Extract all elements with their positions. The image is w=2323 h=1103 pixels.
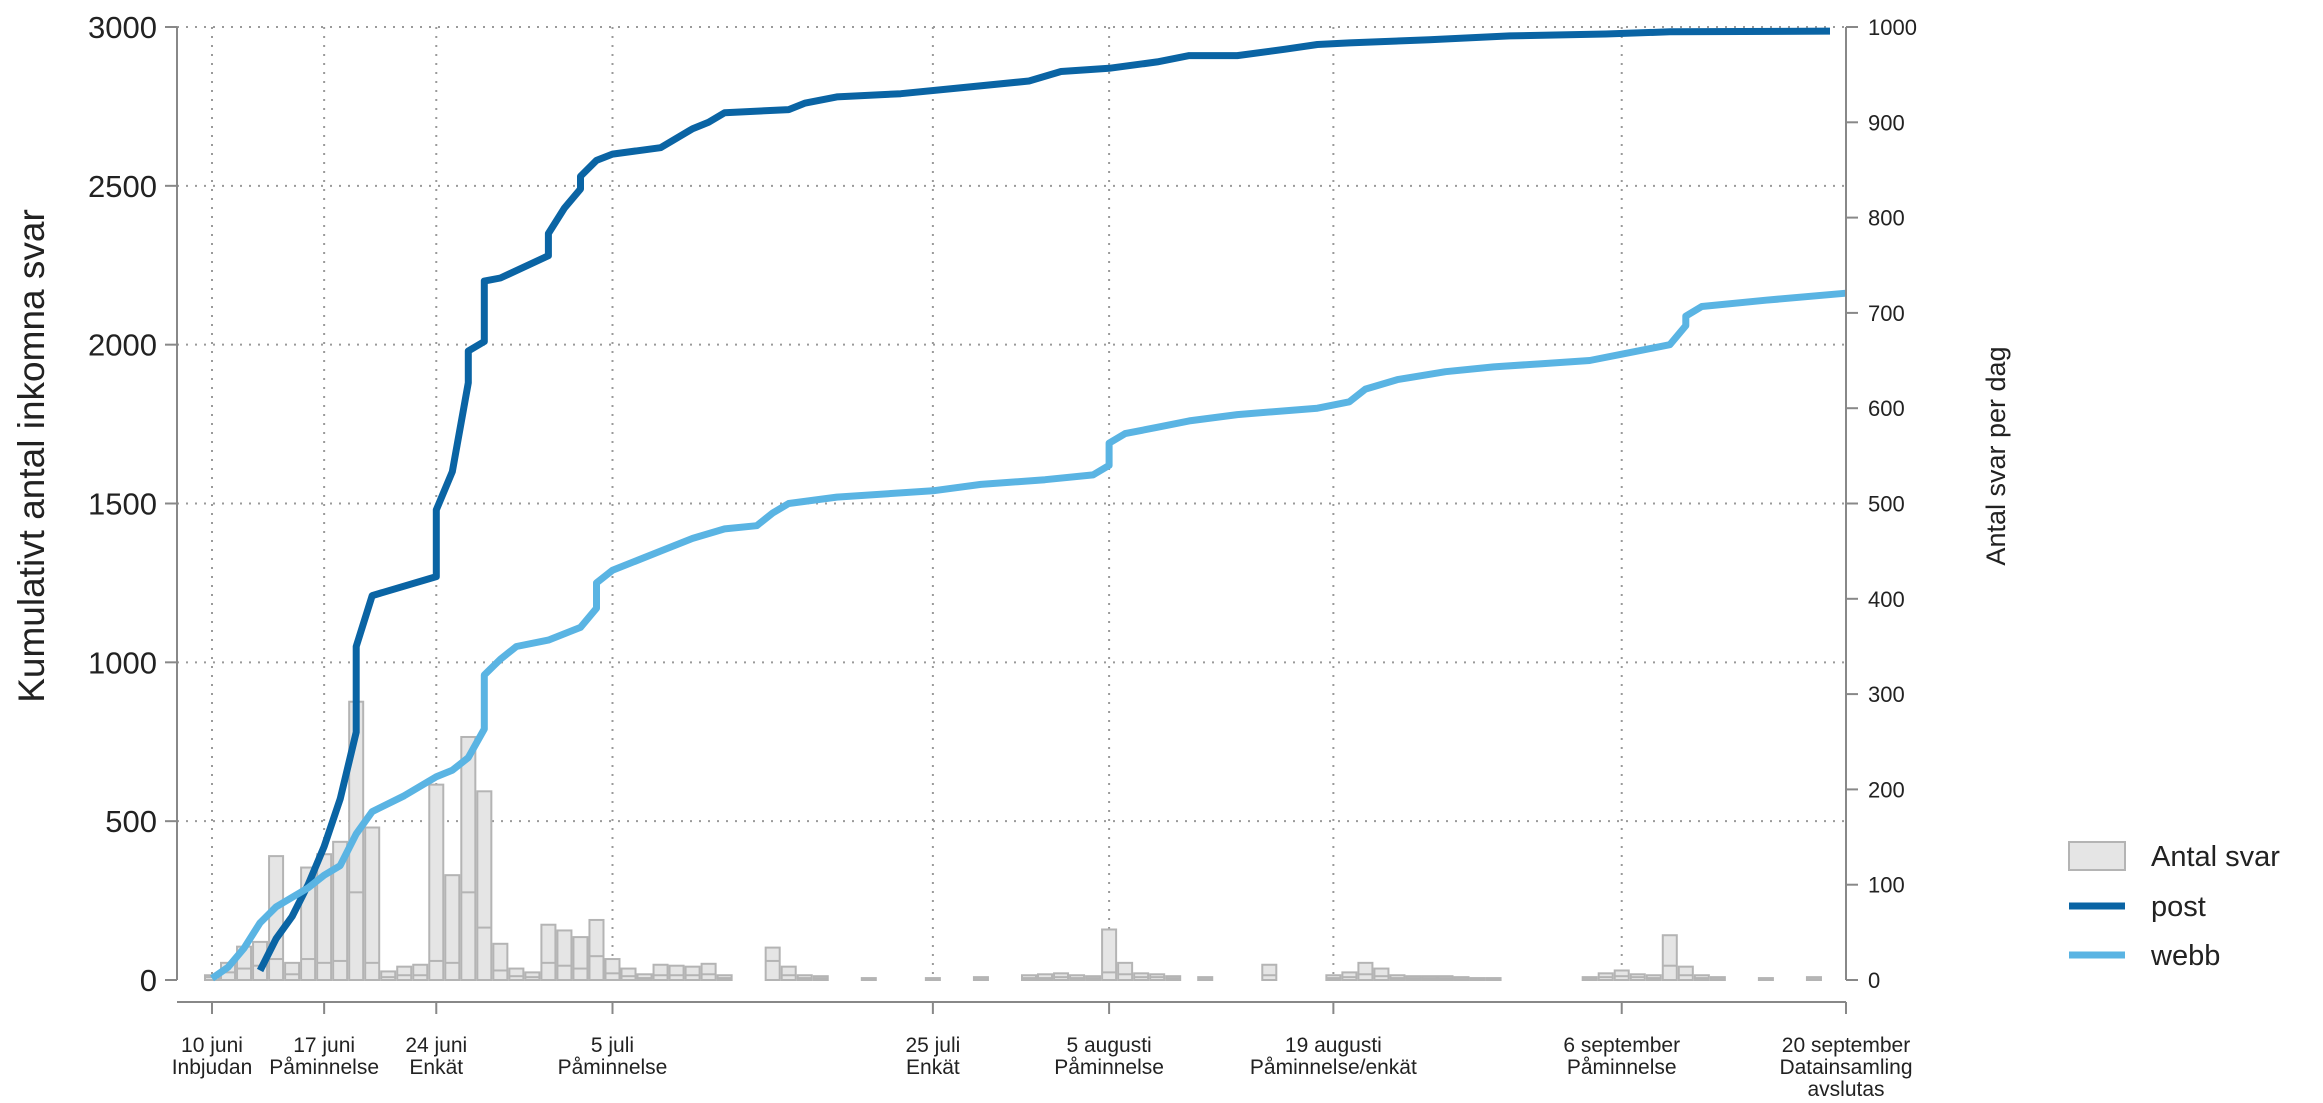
daily-bar [540, 923, 557, 982]
daily-bar [780, 965, 797, 982]
x-tick-label: 24 juni [405, 1034, 467, 1057]
daily-bar [1101, 928, 1118, 982]
x-tick-label: Inbjudan [172, 1056, 253, 1079]
x-tick-label: 17 juni [293, 1034, 355, 1057]
x-tick-label: 5 juli [591, 1034, 634, 1057]
daily-bar [460, 735, 477, 981]
left-tick-label: 2000 [88, 328, 157, 363]
x-tick-label: Datainsamling [1779, 1056, 1912, 1079]
left-axis-label: Kumulativt antal inkomna svar [11, 209, 52, 703]
daily-bar [1373, 967, 1390, 982]
left-tick-label: 1500 [88, 487, 157, 522]
right-tick-label: 300 [1868, 682, 1905, 707]
daily-bar [620, 967, 637, 982]
legend-label-antal-svar: Antal svar [2151, 841, 2280, 873]
daily-bar [588, 918, 605, 981]
daily-bar [1261, 963, 1278, 982]
daily-bars [203, 700, 1822, 982]
x-tick-label: 20 september [1782, 1034, 1910, 1057]
daily-bar [700, 962, 717, 982]
daily-bar [508, 967, 525, 982]
legend: Antal svar post webb [2068, 841, 2280, 972]
daily-bar [380, 970, 397, 981]
daily-bar [652, 963, 669, 982]
daily-bar [492, 942, 509, 982]
x-tick-label: Enkät [409, 1056, 463, 1079]
daily-bar [1661, 934, 1678, 981]
x-tick-label: 19 augusti [1285, 1034, 1382, 1057]
left-tick-label: 1000 [88, 645, 157, 680]
x-tick-label: Påminnelse/enkät [1250, 1056, 1417, 1079]
x-tick-label: Påminnelse [269, 1056, 379, 1079]
right-tick-label: 700 [1868, 301, 1905, 326]
x-tick-label: 6 september [1563, 1034, 1680, 1057]
daily-bar [332, 840, 349, 981]
daily-bar [412, 963, 429, 982]
left-tick-label: 0 [140, 963, 157, 998]
x-tick-label: Påminnelse [1567, 1056, 1677, 1079]
left-tick-label: 3000 [88, 10, 157, 45]
series-line-webb [210, 289, 1847, 982]
daily-bar [428, 783, 445, 982]
daily-bar [572, 936, 589, 981]
right-axis-label: Antal svar per dag [1981, 346, 2011, 565]
right-tick-label: 900 [1868, 110, 1905, 135]
x-tick-label: 25 juli [905, 1034, 960, 1057]
grid [177, 26, 1847, 980]
right-tick-label: 100 [1868, 873, 1905, 898]
daily-bar [284, 961, 301, 982]
right-tick-label: 600 [1868, 396, 1905, 421]
daily-bar [444, 874, 461, 981]
x-tick-label: 5 augusti [1066, 1034, 1151, 1057]
daily-bar [1357, 961, 1374, 982]
right-tick-label: 200 [1868, 777, 1905, 802]
right-tick-label: 0 [1868, 968, 1880, 993]
legend-label-webb: webb [2150, 940, 2220, 972]
daily-bar [364, 826, 381, 982]
daily-bar [1117, 961, 1134, 982]
right-tick-label: 1000 [1868, 15, 1917, 40]
daily-bar [668, 964, 685, 982]
left-tick-label: 500 [105, 804, 157, 839]
daily-bar [268, 855, 285, 981]
legend-swatch-antal-svar [2068, 841, 2126, 871]
x-tick-label: Påminnelse [558, 1056, 668, 1079]
right-tick-label: 800 [1868, 206, 1905, 231]
daily-bar [476, 790, 493, 982]
left-tick-label: 2500 [88, 169, 157, 204]
legend-label-post: post [2151, 891, 2206, 923]
daily-bar [396, 965, 413, 982]
tick-labels: 0 500 1000 1500 2000 2500 3000 0 100 200 300 400 500… [88, 10, 1917, 1101]
x-tick-label: Enkät [906, 1056, 960, 1079]
x-tick-label: 10 juni [181, 1034, 243, 1057]
right-tick-label: 400 [1868, 587, 1905, 612]
right-tick-label: 500 [1868, 492, 1905, 517]
x-tick-label: Påminnelse [1054, 1056, 1164, 1079]
daily-bar [684, 965, 701, 982]
daily-bar [556, 929, 573, 981]
series-line-post [256, 27, 1831, 973]
x-tick-label: avslutas [1807, 1078, 1884, 1101]
daily-bar [1677, 965, 1694, 982]
cumulative-lines [210, 27, 1847, 982]
daily-bar [764, 946, 781, 982]
axes [165, 26, 1858, 1014]
daily-bar [604, 958, 621, 981]
